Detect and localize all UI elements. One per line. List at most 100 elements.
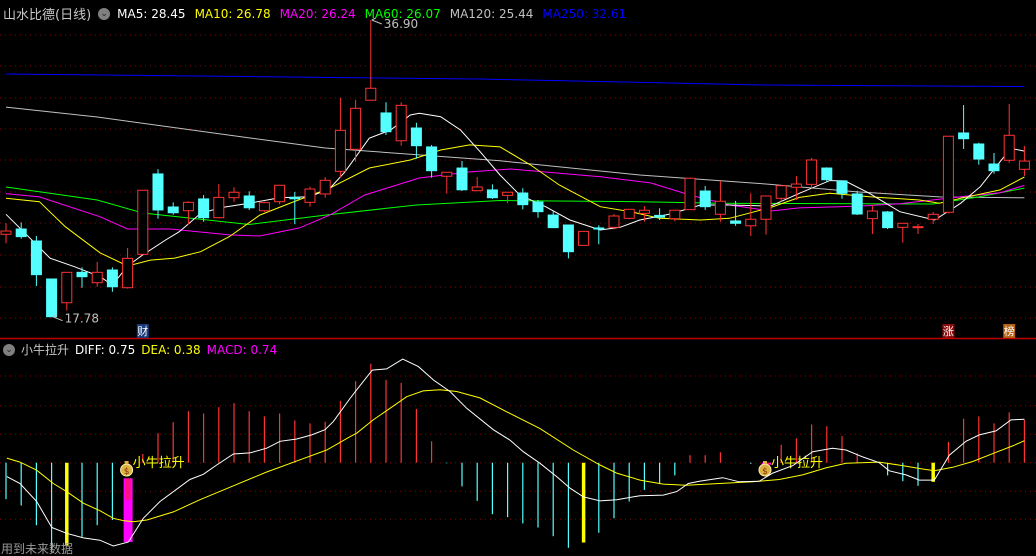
money-bag-neck <box>763 461 767 464</box>
candle <box>775 185 787 202</box>
candle <box>319 177 331 198</box>
candle <box>532 200 544 218</box>
candle <box>441 171 453 194</box>
candle-body <box>213 196 225 219</box>
candle-body <box>882 211 894 229</box>
stock-title: 山水比德(日线) <box>3 8 92 23</box>
price-high-label: 36.90 <box>384 17 418 31</box>
candle <box>456 161 468 192</box>
candle <box>958 105 970 149</box>
candle-body <box>46 278 58 318</box>
candle <box>486 184 498 199</box>
candle <box>988 152 1000 174</box>
candle-body <box>456 167 468 191</box>
event-marker-label: 财 <box>137 324 148 338</box>
dropdown-circle-icon[interactable]: ⌄ <box>3 343 15 356</box>
candle <box>167 202 179 215</box>
ma-legend: MA5: 28.45 MA10: 26.78 MA20: 26.24 MA60: 26… <box>117 7 626 21</box>
candle-body <box>380 112 392 133</box>
candle <box>517 188 529 210</box>
candle-body <box>182 201 194 212</box>
candle-body <box>623 208 635 219</box>
candle <box>76 267 88 288</box>
candle <box>608 213 620 230</box>
candle <box>502 191 514 204</box>
candle <box>198 195 210 222</box>
candle <box>623 208 635 220</box>
candle <box>137 189 149 255</box>
diff-label: DIFF: 0.75 <box>75 342 136 357</box>
candle-body <box>395 104 407 142</box>
candle <box>745 193 757 237</box>
candle <box>669 209 681 222</box>
dollar-sign: $ <box>762 467 768 477</box>
candle-body <box>122 257 134 289</box>
candle <box>714 180 726 222</box>
event-marker-label: 涨 <box>943 325 954 338</box>
ma120-line <box>5 106 1025 199</box>
candle-body <box>866 210 878 220</box>
candle <box>274 184 286 205</box>
candle-body <box>517 192 529 206</box>
price-low-label: 17.78 <box>65 312 99 326</box>
candle-body <box>669 209 681 220</box>
candle-body <box>684 177 696 211</box>
candle <box>365 20 377 101</box>
candle <box>152 169 164 219</box>
candle <box>547 211 559 229</box>
candle <box>593 225 605 245</box>
candle-body <box>532 201 544 213</box>
candle-body <box>441 171 453 177</box>
money-bag-icon: $ <box>758 461 772 477</box>
money-bag-icon: $ <box>120 461 134 477</box>
candle <box>334 97 346 178</box>
ma-label-4: MA120: 25.44 <box>449 6 534 21</box>
candle-body <box>198 198 210 219</box>
candle <box>426 144 438 178</box>
candle <box>1018 146 1030 176</box>
candle-body <box>365 87 377 101</box>
candle-body <box>167 206 179 214</box>
event-marker-box <box>1003 324 1016 338</box>
dropdown-circle-icon[interactable]: ⌄ <box>98 7 111 20</box>
candle-body <box>699 190 711 208</box>
candle-body <box>547 214 559 229</box>
candle-body <box>745 218 757 227</box>
event-marker-box <box>942 324 955 338</box>
candle <box>973 142 985 165</box>
candle <box>1003 103 1015 163</box>
candle <box>30 236 42 286</box>
price-high-pointer <box>371 17 382 25</box>
candle-body <box>334 129 346 172</box>
candle <box>882 211 894 230</box>
ma-label-3: MA60: 26.07 <box>364 6 441 21</box>
dea-line <box>6 389 1025 523</box>
candle <box>730 200 742 226</box>
candle-body <box>912 226 924 229</box>
candle-body <box>730 220 742 224</box>
candle <box>395 102 407 146</box>
candle <box>471 177 483 192</box>
ma-label-5: MA250: 32.61 <box>542 6 627 21</box>
candle <box>410 122 422 159</box>
candle-body <box>942 135 954 213</box>
event-marker-box <box>136 324 149 338</box>
candle-body <box>350 107 362 150</box>
candle <box>654 208 666 221</box>
candle-body <box>106 269 118 288</box>
candle <box>61 271 73 311</box>
signal-bar <box>123 478 133 542</box>
candle-body <box>851 193 863 215</box>
candle <box>304 186 316 207</box>
candle-body <box>410 127 422 147</box>
candle-body <box>578 230 590 246</box>
candle-body <box>319 179 331 195</box>
candle-body <box>274 184 286 203</box>
main-chart-header: 山水比德(日线) ⌄ MA5: 28.45 MA10: 26.78 MA20: 26… <box>3 4 626 24</box>
candle-body <box>304 188 316 203</box>
candle-body <box>806 159 818 185</box>
candle <box>942 135 954 214</box>
candle <box>866 204 878 234</box>
candle-body <box>714 200 726 215</box>
